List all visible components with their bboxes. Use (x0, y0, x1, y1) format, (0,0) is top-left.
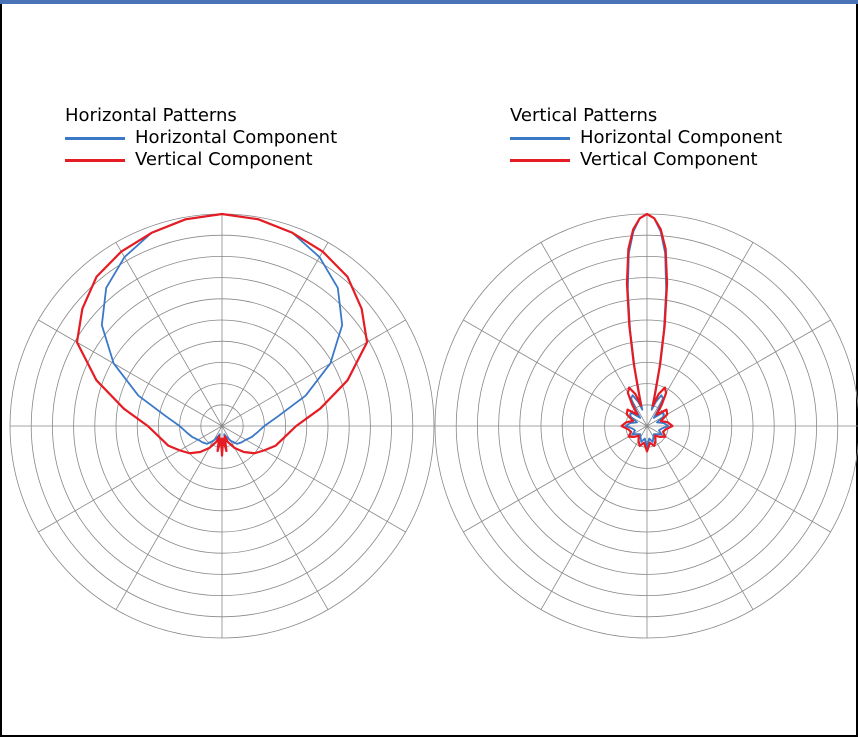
polar-spoke (115, 425, 223, 610)
legend-label: Vertical Component (580, 149, 758, 170)
legend-item-vertical-component: Vertical Component (65, 149, 337, 171)
polar-spoke (463, 319, 648, 427)
polar-spoke (646, 319, 831, 427)
legend-label: Horizontal Component (135, 127, 338, 148)
polar-spoke (646, 425, 754, 610)
polar-spoke (540, 425, 648, 610)
legend-swatch-red (65, 158, 125, 162)
legend-swatch-blue (65, 136, 125, 140)
polar-spoke (221, 242, 329, 427)
legend-item-vertical-component: Vertical Component (510, 149, 782, 171)
legend-label: Horizontal Component (580, 127, 783, 148)
legend-item-horizontal-component: Horizontal Component (65, 127, 337, 149)
chart-title-vertical-patterns: Vertical Patterns (510, 105, 658, 126)
polar-spoke (463, 425, 648, 533)
top-accent-bar (0, 0, 858, 4)
polar-spoke (115, 242, 223, 427)
polar-spoke (221, 319, 406, 427)
chart-title-horizontal-patterns: Horizontal Patterns (65, 105, 237, 126)
legend-horizontal-patterns: Horizontal Patterns Horizontal Component… (65, 105, 337, 171)
series-vertical-component (75, 212, 369, 457)
legend-label: Vertical Component (135, 149, 313, 170)
legend-item-horizontal-component: Horizontal Component (510, 127, 782, 149)
polar-spoke (38, 425, 223, 533)
polar-spoke (38, 319, 223, 427)
legend-swatch-blue (510, 136, 570, 140)
polar-spoke (646, 425, 831, 533)
polar-spoke (221, 425, 406, 533)
legend-vertical-patterns: Vertical Patterns Horizontal Component V… (510, 105, 782, 171)
legend-swatch-red (510, 158, 570, 162)
polar-spoke (221, 425, 329, 610)
series-vertical-component (620, 212, 674, 453)
